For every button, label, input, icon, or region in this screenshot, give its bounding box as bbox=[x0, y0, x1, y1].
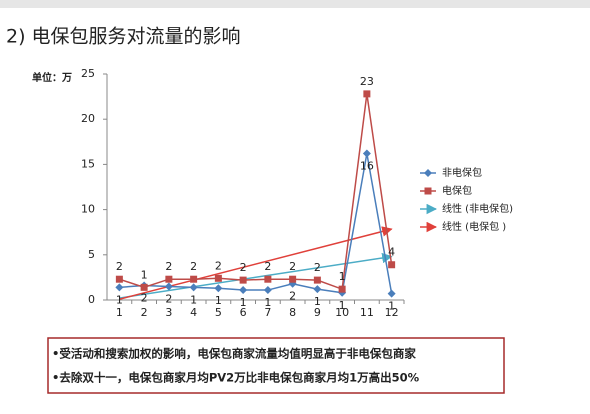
data-label: 2 bbox=[141, 292, 148, 305]
point bbox=[214, 284, 223, 293]
point bbox=[214, 274, 222, 282]
point bbox=[338, 285, 346, 293]
point bbox=[190, 275, 198, 283]
legend-label: 线性 (电保包 ) bbox=[442, 220, 506, 233]
data-label: 1 bbox=[141, 268, 148, 281]
point bbox=[164, 282, 173, 291]
point bbox=[362, 149, 371, 158]
legend-label: 电保包 bbox=[442, 184, 472, 197]
data-label: 1 bbox=[264, 296, 271, 309]
point bbox=[115, 283, 124, 292]
x-tick-label: 4 bbox=[190, 306, 197, 319]
x-tick-label: 8 bbox=[289, 306, 296, 319]
data-label: 1 bbox=[215, 294, 222, 307]
data-label: 2 bbox=[165, 292, 172, 305]
legend-label: 非电保包 bbox=[442, 166, 482, 179]
x-tick-label: 6 bbox=[240, 306, 247, 319]
point bbox=[289, 275, 297, 283]
y-tick-label: 0 bbox=[88, 293, 95, 306]
legend-label: 线性 (非电保包) bbox=[442, 202, 513, 215]
point bbox=[189, 283, 198, 292]
point bbox=[313, 285, 322, 294]
data-label: 1 bbox=[388, 300, 395, 313]
x-tick-label: 12 bbox=[385, 306, 399, 319]
x-tick-label: 3 bbox=[165, 306, 172, 319]
point bbox=[239, 286, 248, 295]
data-label: 1 bbox=[339, 270, 346, 283]
point bbox=[264, 275, 272, 283]
point bbox=[165, 275, 173, 283]
series-line bbox=[119, 153, 393, 294]
note-box bbox=[47, 337, 505, 394]
note: •受活动和搜索加权的影响，电保包商家流量均值明显高于非电保包商家 bbox=[52, 347, 416, 361]
y-tick-label: 20 bbox=[81, 112, 95, 125]
x-tick-label: 1 bbox=[116, 306, 123, 319]
point bbox=[263, 286, 272, 295]
data-label: 2 bbox=[215, 259, 222, 272]
series-line bbox=[119, 93, 393, 291]
point bbox=[115, 275, 123, 283]
point bbox=[363, 90, 371, 98]
point bbox=[387, 289, 396, 298]
data-label: 23 bbox=[360, 75, 374, 88]
data-label: 1 bbox=[339, 299, 346, 312]
x-tick-label: 10 bbox=[335, 306, 349, 319]
x-tick-label: 11 bbox=[360, 306, 374, 319]
data-label: 2 bbox=[165, 260, 172, 273]
x-tick-label: 7 bbox=[264, 306, 271, 319]
point bbox=[239, 276, 247, 284]
data-label: 2 bbox=[116, 260, 123, 273]
data-label: 2 bbox=[314, 261, 321, 274]
data-label: 2 bbox=[264, 260, 271, 273]
y-tick-label: 5 bbox=[88, 248, 95, 261]
trendline bbox=[119, 226, 393, 300]
note: •去除双十一，电保包商家月均PV2万比非电保包商家月均1万高出50% bbox=[52, 371, 420, 385]
y-unit: 单位：万 bbox=[32, 71, 72, 84]
point bbox=[313, 276, 321, 284]
y-tick-label: 15 bbox=[81, 157, 95, 170]
trendline bbox=[119, 252, 393, 299]
data-label: 2 bbox=[289, 260, 296, 273]
header-bar bbox=[0, 0, 590, 8]
point bbox=[424, 169, 432, 177]
y-tick-label: 10 bbox=[81, 203, 95, 216]
x-tick-label: 9 bbox=[314, 306, 321, 319]
y-tick-label: 25 bbox=[81, 67, 95, 80]
data-label: 2 bbox=[289, 290, 296, 303]
point bbox=[140, 283, 148, 291]
chart-title: 2) 电保包服务对流量的影响 bbox=[6, 26, 241, 48]
x-tick-label: 2 bbox=[141, 306, 148, 319]
point bbox=[424, 187, 432, 195]
data-label: 1 bbox=[116, 293, 123, 306]
x-tick-label: 5 bbox=[215, 306, 222, 319]
data-label: 16 bbox=[360, 160, 374, 173]
data-label: 1 bbox=[314, 295, 321, 308]
data-label: 2 bbox=[240, 261, 247, 274]
data-label: 4 bbox=[388, 246, 395, 259]
data-label: 1 bbox=[190, 293, 197, 306]
data-label: 2 bbox=[190, 260, 197, 273]
data-label: 1 bbox=[240, 296, 247, 309]
point bbox=[388, 261, 396, 269]
